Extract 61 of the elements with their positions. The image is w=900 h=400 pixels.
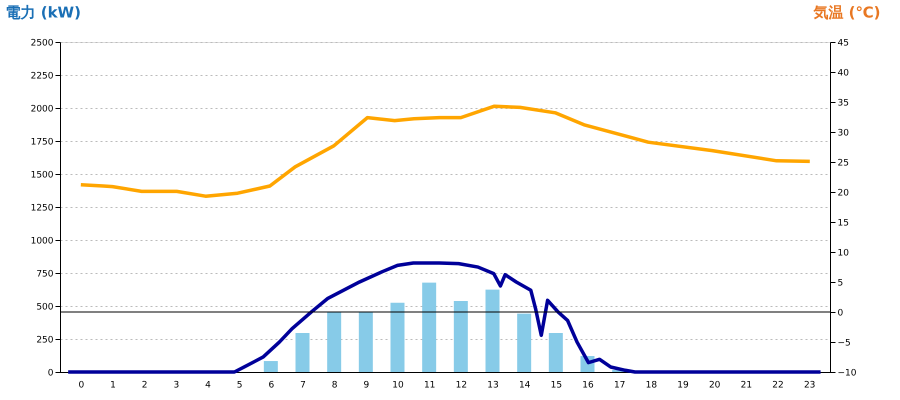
x-tick-label: 23: [804, 380, 816, 390]
x-tick-label: 2: [142, 380, 148, 390]
y2-axis-title: 気温 (℃): [812, 4, 880, 22]
x-tick-label: 1: [110, 380, 116, 390]
x-tick-label: 21: [740, 380, 752, 390]
y2-tick-label: −10: [838, 368, 857, 378]
x-tick-label: 10: [392, 380, 404, 390]
y-tick-label: 2250: [30, 72, 54, 82]
x-tick-label: 15: [550, 380, 562, 390]
x-tick-label: 6: [268, 380, 274, 390]
y2-tick-label: 5: [838, 278, 844, 288]
bar: [296, 333, 310, 372]
bar: [390, 302, 404, 372]
x-tick-label: 3: [173, 380, 180, 390]
bar: [517, 314, 532, 372]
bar: [264, 361, 278, 372]
y-axis-title: 電力 (kW): [6, 4, 81, 22]
x-tick-label: 19: [677, 380, 689, 390]
y-tick-label: 500: [36, 302, 54, 312]
x-tick-label: 12: [456, 380, 468, 390]
bar: [358, 312, 373, 372]
x-tick-label: 17: [614, 380, 626, 390]
x-tick-label: 22: [772, 380, 784, 390]
y2-tick-label: 10: [838, 248, 850, 258]
x-tick-label: 18: [646, 380, 658, 390]
y2-tick-label: −5: [838, 338, 851, 348]
y2-tick-label: 35: [838, 98, 849, 108]
y-tick-label: 750: [36, 270, 54, 280]
y-tick-label: 1750: [30, 138, 54, 148]
y-tick-label: 1000: [30, 236, 54, 246]
y-tick-label: 0: [48, 368, 54, 378]
x-tick-label: 20: [708, 380, 721, 390]
x-tick-label: 14: [518, 380, 531, 390]
y-tick-label: 2500: [30, 38, 54, 48]
y-tick-label: 1250: [30, 204, 54, 214]
x-tick-label: 7: [300, 380, 306, 390]
line-series: [66, 261, 822, 374]
bar: [422, 282, 436, 372]
x-tick-label: 13: [487, 380, 499, 390]
bar: [486, 290, 500, 372]
x-tick-label: 5: [236, 380, 243, 390]
x-tick-label: 9: [363, 380, 370, 390]
y2-tick-label: 15: [838, 218, 849, 228]
bar: [327, 312, 342, 372]
y2-tick-label: 30: [838, 128, 850, 138]
bar: [548, 333, 563, 372]
y2-tick-label: 20: [838, 188, 850, 198]
x-tick-label: 4: [205, 380, 212, 390]
x-tick-label: 8: [332, 380, 338, 390]
x-tick-label: 0: [78, 380, 84, 390]
x-tick-label: 16: [582, 380, 594, 390]
y2-tick-label: 40: [838, 68, 850, 78]
x-tick-label: 11: [424, 380, 436, 390]
bar: [454, 300, 468, 372]
y-tick-label: 250: [36, 336, 54, 346]
y2-tick-label: 0: [838, 308, 844, 318]
y-tick-label: 2000: [30, 104, 54, 114]
y2-tick-label: 25: [838, 158, 849, 168]
y-tick-label: 1500: [30, 170, 54, 180]
y2-tick-label: 45: [838, 38, 849, 48]
line-series: [79, 104, 812, 198]
